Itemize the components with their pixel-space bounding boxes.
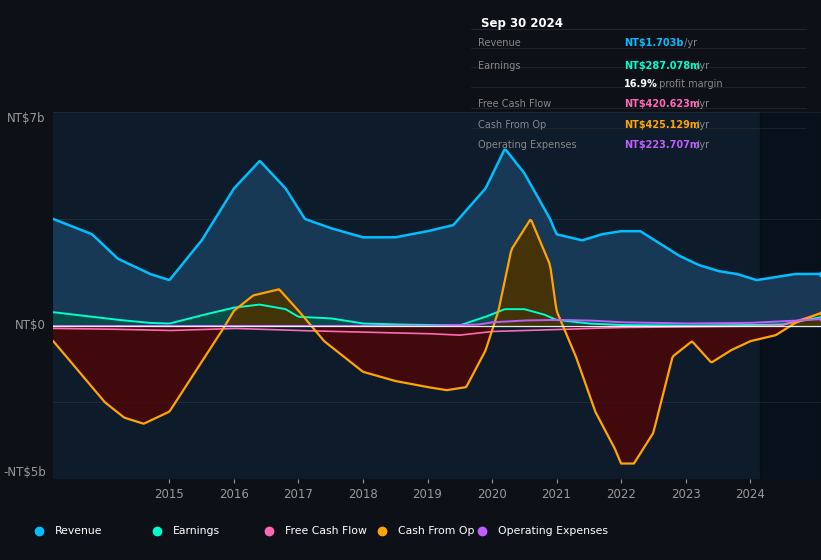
Text: NT$223.707m: NT$223.707m	[624, 141, 700, 151]
Text: /yr: /yr	[694, 120, 709, 130]
Text: 16.9%: 16.9%	[624, 79, 658, 89]
Text: NT$287.078m: NT$287.078m	[624, 60, 700, 71]
Text: Free Cash Flow: Free Cash Flow	[286, 526, 367, 535]
Text: NT$425.129m: NT$425.129m	[624, 120, 700, 130]
Text: Earnings: Earnings	[173, 526, 220, 535]
Text: /yr: /yr	[694, 99, 709, 109]
Text: profit margin: profit margin	[656, 79, 722, 89]
Text: Cash From Op: Cash From Op	[397, 526, 475, 535]
Text: NT$0: NT$0	[15, 319, 46, 333]
Text: Operating Expenses: Operating Expenses	[498, 526, 608, 535]
Text: Operating Expenses: Operating Expenses	[478, 141, 576, 151]
Text: NT$420.623m: NT$420.623m	[624, 99, 700, 109]
Text: Sep 30 2024: Sep 30 2024	[481, 17, 563, 30]
Bar	[759, 112, 821, 479]
Text: Revenue: Revenue	[55, 526, 103, 535]
Text: /yr: /yr	[681, 38, 697, 48]
Text: /yr: /yr	[694, 141, 709, 151]
Text: NT$7b: NT$7b	[7, 112, 46, 125]
Text: Earnings: Earnings	[478, 60, 521, 71]
Text: -NT$5b: -NT$5b	[3, 466, 46, 479]
Text: NT$1.703b: NT$1.703b	[624, 38, 684, 48]
Text: /yr: /yr	[694, 60, 709, 71]
Text: Cash From Op: Cash From Op	[478, 120, 546, 130]
Text: Revenue: Revenue	[478, 38, 521, 48]
Text: Free Cash Flow: Free Cash Flow	[478, 99, 551, 109]
